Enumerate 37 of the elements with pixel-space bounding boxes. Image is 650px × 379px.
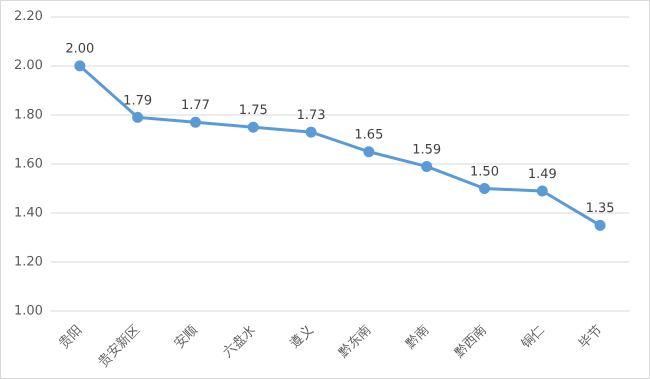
point: [190, 116, 201, 128]
x-tick-label: 遵义: [286, 322, 316, 352]
data-label: 1.75: [238, 103, 268, 118]
y-tick-label: 2.20: [14, 9, 43, 24]
y-tick-label: 1.40: [14, 205, 43, 220]
point: [363, 146, 374, 158]
x-tick-label: 黔南: [402, 322, 432, 352]
point: [421, 160, 432, 172]
data-label: 1.73: [296, 108, 326, 123]
data-label: 2.00: [65, 42, 94, 57]
data-label: 1.65: [354, 128, 384, 143]
data-label: 1.79: [123, 93, 152, 108]
y-tick-label: 1.00: [14, 304, 43, 319]
x-tick-label: 毕节: [576, 322, 606, 352]
x-tick-label: 黔东南: [335, 322, 374, 362]
x-tick-label: 贵安新区: [94, 322, 143, 370]
point: [132, 112, 144, 123]
y-tick-label: 1.60: [14, 156, 43, 172]
x-tick-label: 安顺: [170, 322, 201, 352]
x-tick-label: 铜仁: [518, 322, 548, 352]
data-label: 1.35: [586, 201, 615, 216]
point: [306, 126, 317, 138]
data-label: 1.49: [528, 166, 557, 182]
data-label: 1.59: [412, 142, 442, 158]
data-label: 1.77: [180, 98, 210, 114]
y-tick-label: 1.20: [14, 254, 43, 270]
data-label: 1.50: [470, 164, 499, 180]
x-tick-label: 贵阳: [56, 322, 86, 352]
y-tick-label: 2.00: [14, 58, 43, 74]
point: [478, 183, 490, 194]
point: [74, 60, 86, 72]
x-tick-label: 六盘水: [220, 322, 258, 361]
y-tick-label: 1.80: [14, 107, 43, 122]
point: [594, 220, 606, 231]
point: [536, 185, 548, 196]
point: [248, 122, 259, 133]
x-tick-label: 黔西南: [450, 322, 490, 362]
